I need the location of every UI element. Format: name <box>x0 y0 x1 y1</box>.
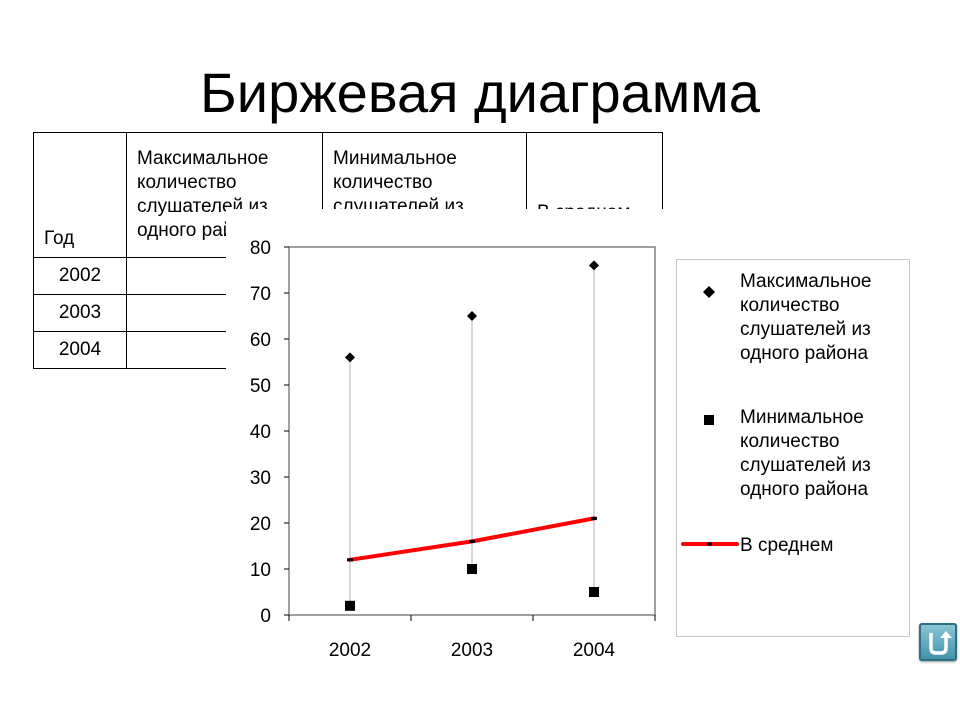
max-point <box>589 260 599 271</box>
y-tick-label: 0 <box>260 606 271 627</box>
y-tick-label: 10 <box>250 560 271 581</box>
y-tick-label: 80 <box>250 238 271 259</box>
average-point <box>347 558 353 562</box>
y-tick-label: 60 <box>250 330 271 351</box>
max-point <box>345 352 355 363</box>
table-cell-year: 2004 <box>33 331 127 369</box>
min-point <box>589 587 599 597</box>
y-tick-label: 40 <box>250 422 271 443</box>
y-tick-label: 70 <box>250 284 271 305</box>
legend-label-average: В среднем <box>740 535 834 556</box>
max-point <box>467 311 477 321</box>
x-tick-label: 2004 <box>573 640 616 661</box>
min-point <box>467 564 477 574</box>
table-cell-year: 2003 <box>33 294 127 332</box>
slide-title: Биржевая диаграмма <box>200 61 760 124</box>
chart-legend: Максимальное количество слушателей из од… <box>676 259 910 637</box>
chart-plot: 0 10 20 30 40 50 60 70 80 2002 2003 2004 <box>250 238 656 661</box>
min-point <box>345 600 355 611</box>
legend-label-max: Максимальное количество слушателей из од… <box>740 271 872 364</box>
red-line-marker-icon <box>681 542 739 546</box>
return-arrow-icon[interactable] <box>919 623 957 661</box>
legend-label-min: Минимальное количество слушателей из одн… <box>740 407 871 500</box>
y-tick-label: 30 <box>250 468 271 489</box>
y-tick-label: 20 <box>250 514 271 535</box>
x-tick-label: 2003 <box>451 640 493 661</box>
table-cell-year: 2002 <box>33 257 127 295</box>
square-marker-icon <box>704 415 714 425</box>
x-tick-label: 2002 <box>329 640 371 661</box>
diamond-marker-icon <box>703 286 715 298</box>
average-point <box>469 539 475 543</box>
average-point <box>591 516 597 520</box>
stock-chart: 0 10 20 30 40 50 60 70 80 2002 2003 2004 Максимальн… <box>226 209 930 675</box>
table-header-year: Год <box>33 132 127 258</box>
y-tick-label: 50 <box>250 376 271 397</box>
